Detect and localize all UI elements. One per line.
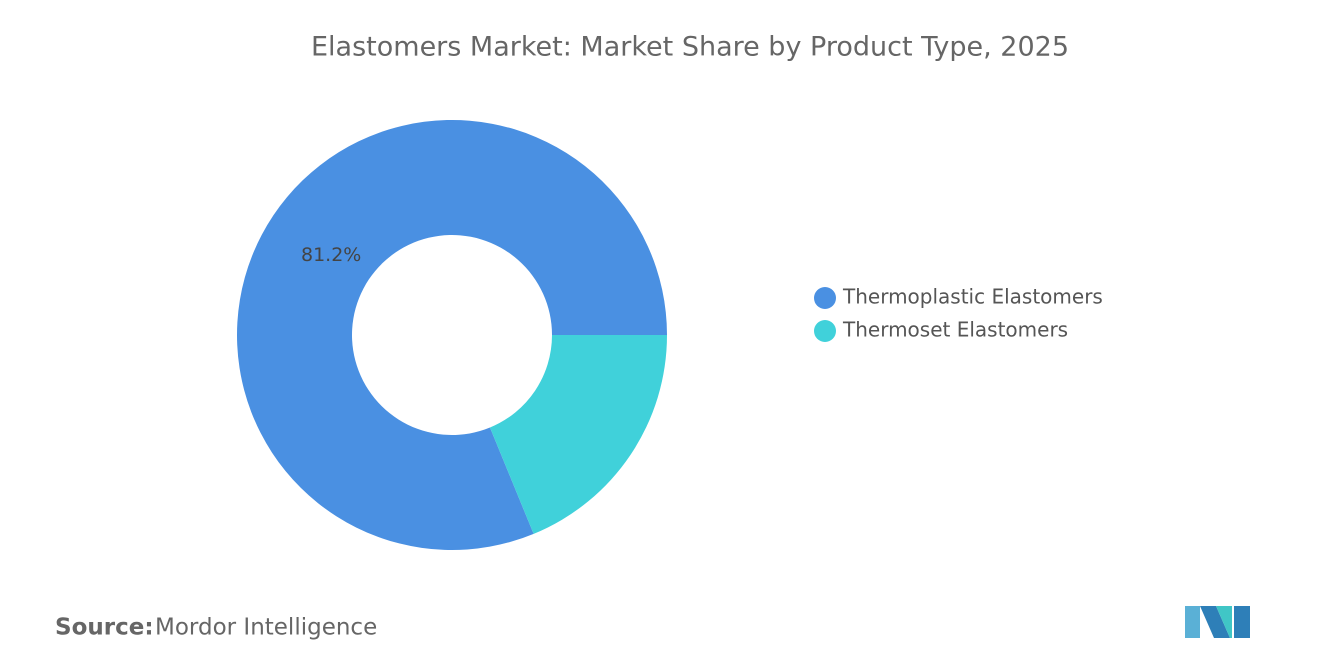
chart-title: Elastomers Market: Market Share by Produ…	[311, 32, 1069, 63]
data-label: 81.2%	[301, 244, 361, 266]
source-label: Source:	[55, 615, 154, 641]
legend-label: Thermoset Elastomers	[842, 318, 1068, 342]
source: Mordor Intelligence	[155, 615, 377, 641]
slice	[237, 120, 668, 551]
legend-label: Thermoplastic Elastomers	[842, 285, 1103, 309]
logo	[1185, 606, 1250, 638]
slice	[489, 335, 667, 534]
legend-marker	[814, 287, 836, 309]
legend-marker	[814, 320, 836, 342]
